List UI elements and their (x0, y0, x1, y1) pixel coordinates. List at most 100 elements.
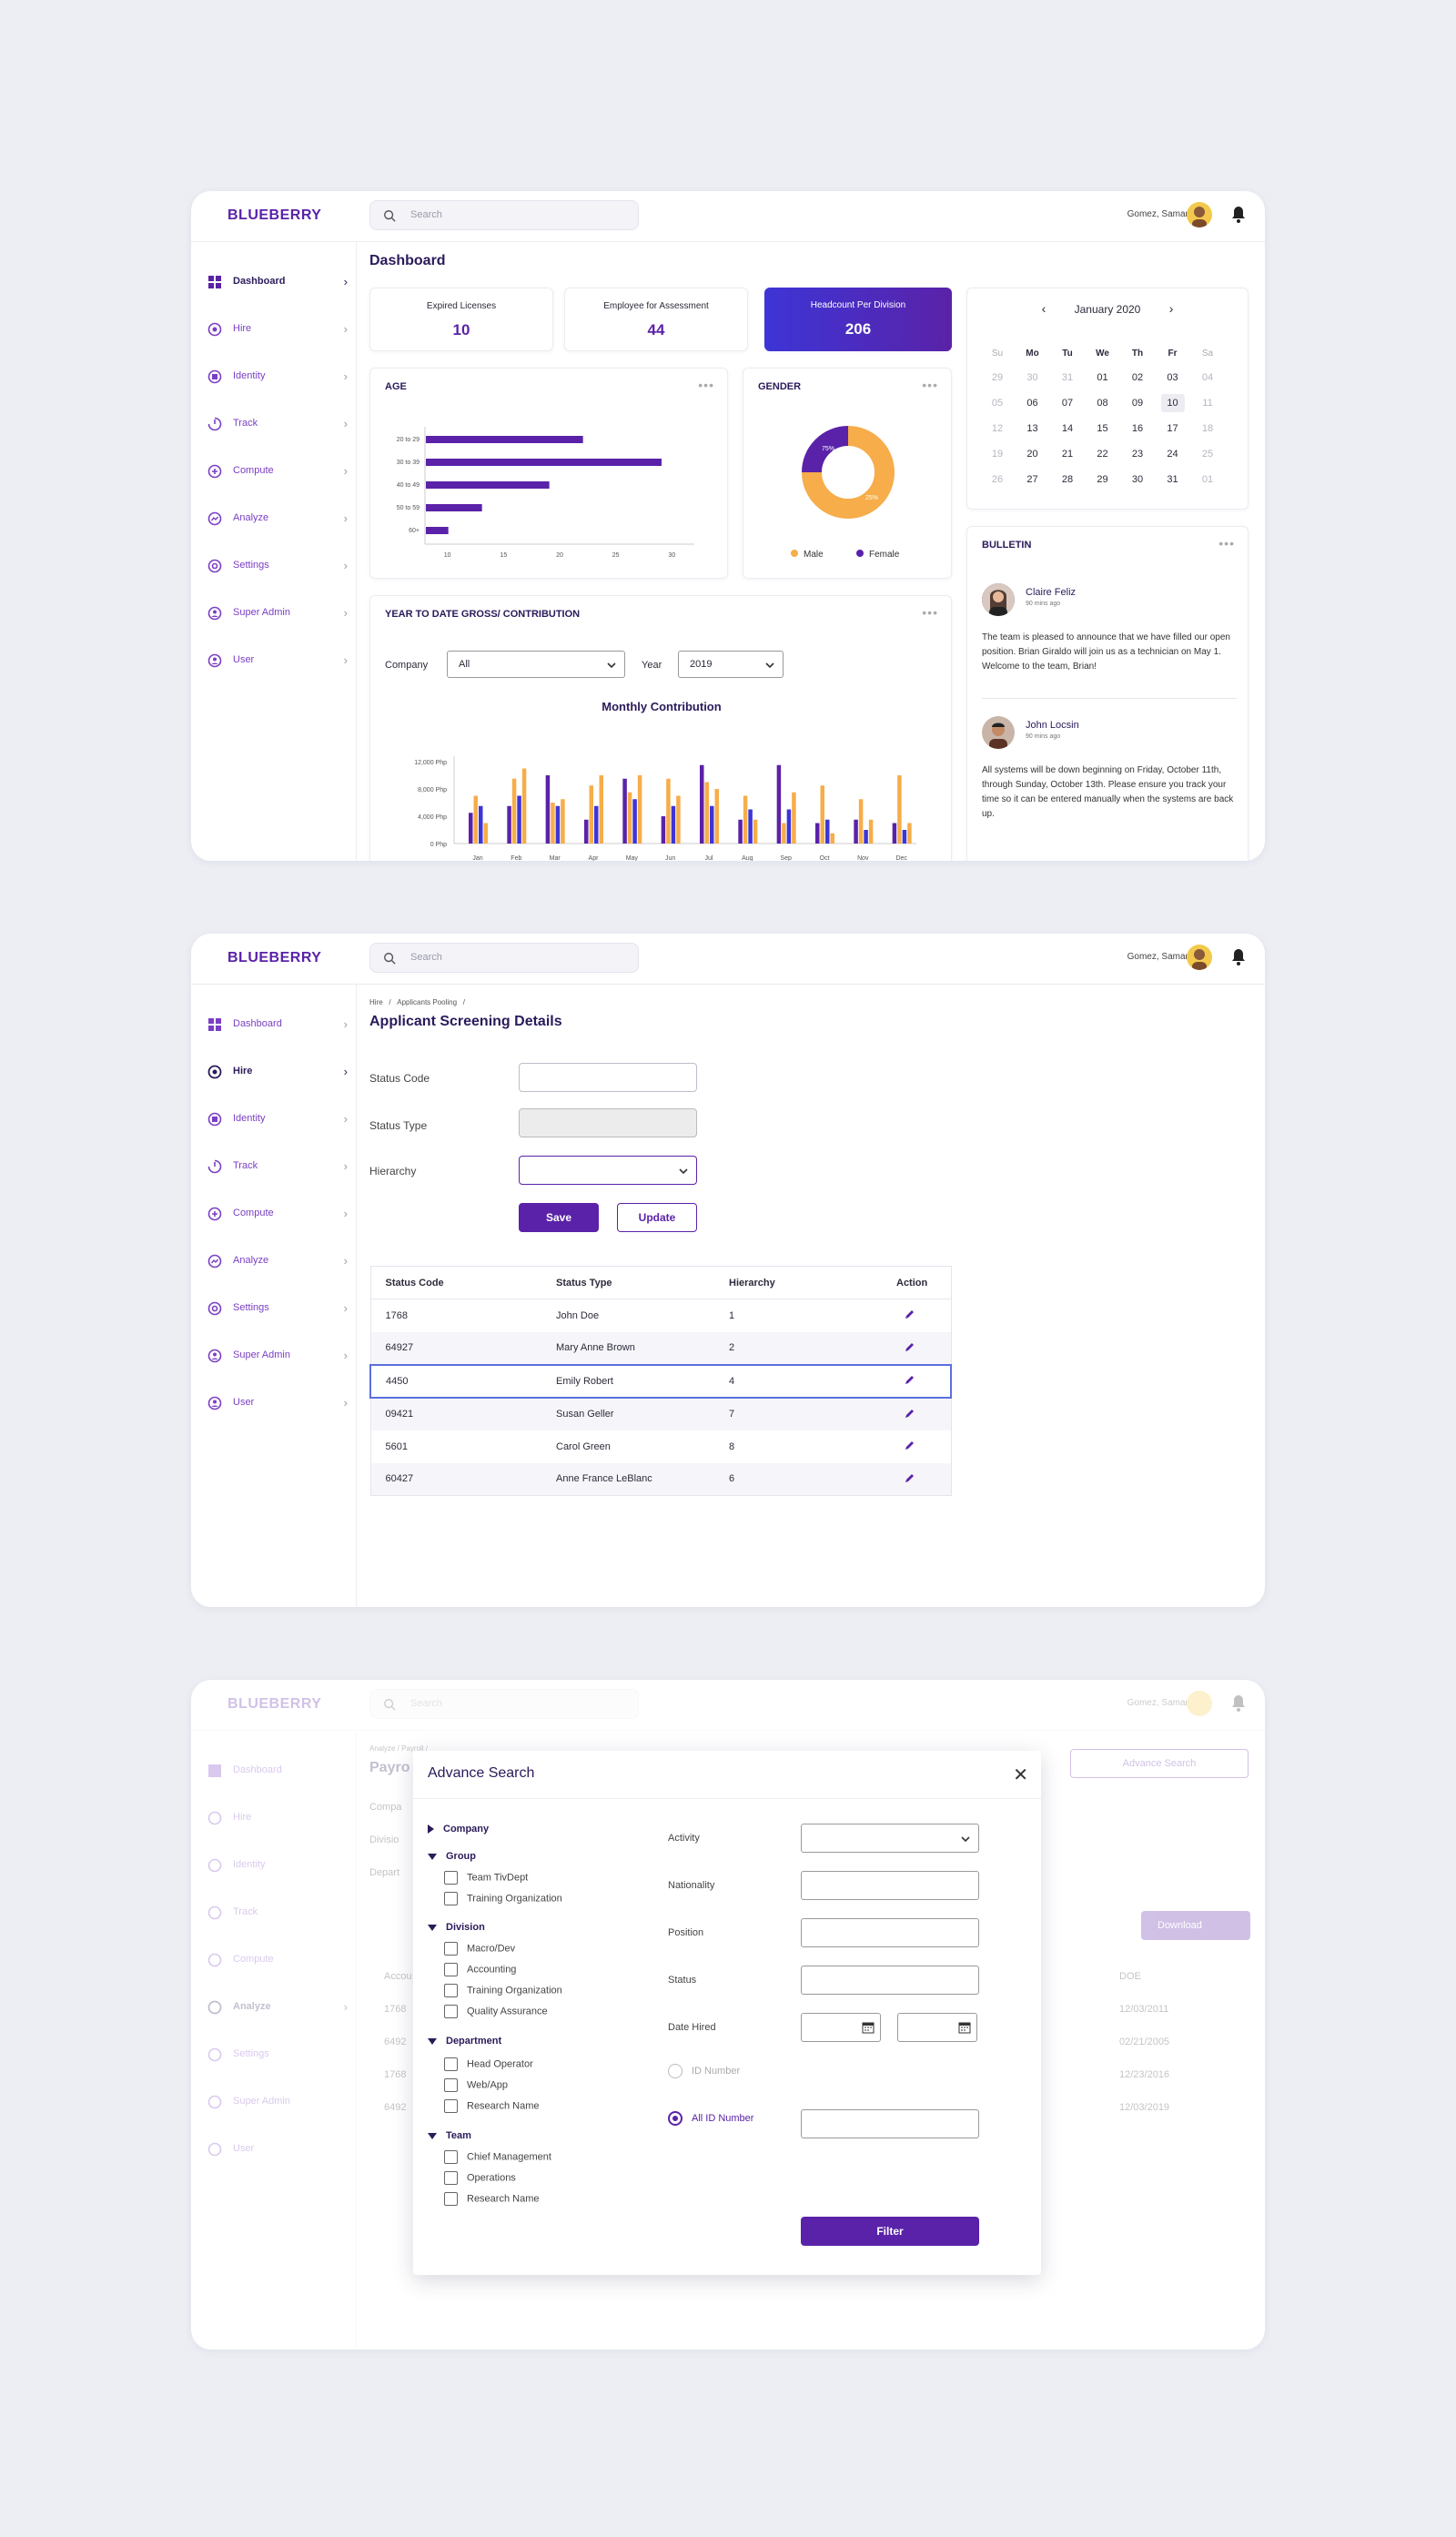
status-input[interactable] (801, 1966, 979, 1995)
breadcrumb-hire[interactable]: Hire (369, 998, 383, 1006)
checkbox[interactable] (444, 1963, 458, 1976)
filter-button[interactable]: Filter (801, 2217, 979, 2246)
company-select[interactable]: All (447, 651, 625, 678)
table-row[interactable]: 09421 Susan Geller 7 (370, 1397, 951, 1430)
checkbox-item[interactable]: Macro/Dev (444, 1942, 515, 1956)
sidebar-item-compute[interactable]: Compute › (207, 1205, 348, 1223)
tree-group[interactable]: Group (428, 1851, 476, 1862)
calendar-day[interactable]: 05 (991, 398, 1004, 409)
search-input[interactable]: Search (369, 200, 639, 230)
calendar-day[interactable]: 03 (1167, 372, 1178, 383)
calendar-icon[interactable] (862, 2021, 875, 2034)
calendar-day[interactable]: 09 (1131, 398, 1144, 409)
calendar-day[interactable]: 13 (1026, 423, 1038, 434)
calendar-day[interactable]: 02 (1131, 372, 1144, 383)
user-avatar[interactable] (1187, 202, 1212, 227)
calendar-day[interactable]: 14 (1061, 423, 1074, 434)
calendar-day[interactable]: 26 (991, 474, 1004, 485)
calendar-day[interactable]: 24 (1167, 449, 1178, 460)
table-row[interactable]: 4450 Emily Robert 4 (369, 1363, 952, 1399)
checkbox-item[interactable]: Research Name (444, 2099, 539, 2113)
calendar-day[interactable]: 31 (1167, 474, 1178, 485)
date-hired-from[interactable] (801, 2013, 881, 2042)
calendar-day[interactable]: 16 (1131, 423, 1144, 434)
user-avatar[interactable] (1187, 945, 1212, 970)
edit-icon[interactable] (904, 1308, 916, 1320)
checkbox[interactable] (444, 2005, 458, 2018)
sidebar-item-user[interactable]: User › (207, 1394, 348, 1412)
calendar-prev-icon[interactable]: ‹ (1041, 301, 1046, 316)
checkbox-item[interactable]: Research Name (444, 2192, 539, 2206)
calendar-day[interactable]: 01 (1097, 372, 1108, 383)
sidebar-item-dashboard[interactable]: Dashboard › (207, 1016, 348, 1034)
calendar-day[interactable]: 12 (991, 423, 1004, 434)
calendar-day[interactable]: 22 (1097, 449, 1108, 460)
calendar-day[interactable]: 21 (1061, 449, 1074, 460)
calendar-next-icon[interactable]: › (1168, 301, 1174, 316)
calendar-day[interactable]: 29 (1097, 474, 1108, 485)
radio-unchecked-icon[interactable] (668, 2064, 682, 2078)
column-header[interactable]: Action (882, 1266, 951, 1299)
calendar-day[interactable]: 18 (1201, 423, 1214, 434)
sidebar-item-super-admin[interactable]: Super Admin › (207, 604, 348, 622)
edit-icon[interactable] (904, 1407, 916, 1420)
activity-select[interactable] (801, 1824, 979, 1853)
edit-icon[interactable] (904, 1439, 916, 1451)
calendar-day[interactable]: 10 (1160, 394, 1185, 412)
sidebar-item-settings[interactable]: Settings › (207, 557, 348, 575)
checkbox-item[interactable]: Team TivDept (444, 1871, 528, 1885)
checkbox-item[interactable]: Accounting (444, 1963, 516, 1976)
nationality-input[interactable] (801, 1871, 979, 1900)
bell-icon[interactable] (1230, 206, 1247, 224)
checkbox[interactable] (444, 1984, 458, 1997)
save-button[interactable]: Save (519, 1203, 599, 1232)
tree-company[interactable]: Company (428, 1824, 489, 1835)
calendar-day[interactable]: 20 (1026, 449, 1038, 460)
radio-checked-icon[interactable] (668, 2111, 682, 2126)
sidebar-item-super-admin[interactable]: Super Admin › (207, 1347, 348, 1365)
calendar-day[interactable]: 31 (1061, 372, 1074, 383)
stat-headcount[interactable]: Headcount Per Division 206 (764, 288, 952, 351)
sidebar-item-hire[interactable]: Hire › (207, 320, 348, 339)
column-header[interactable]: Status Type (541, 1266, 714, 1299)
calendar-day[interactable]: 04 (1201, 372, 1214, 383)
edit-icon[interactable] (904, 1340, 916, 1353)
sidebar-item-identity[interactable]: Identity › (207, 1110, 348, 1128)
tree-department[interactable]: Department (428, 2036, 501, 2047)
checkbox[interactable] (444, 2078, 458, 2092)
breadcrumb-applicants[interactable]: Applicants Pooling (397, 998, 458, 1006)
stat-employee-assessment[interactable]: Employee for Assessment 44 (564, 288, 748, 351)
calendar-day[interactable]: 11 (1202, 398, 1213, 409)
checkbox-item[interactable]: Training Organization (444, 1984, 562, 1997)
table-row[interactable]: 64927 Mary Anne Brown 2 (370, 1331, 951, 1365)
calendar-day[interactable]: 28 (1061, 474, 1074, 485)
checkbox-item[interactable]: Quality Assurance (444, 2005, 548, 2018)
close-icon[interactable]: ✕ (1013, 1765, 1028, 1785)
checkbox-item[interactable]: Operations (444, 2171, 516, 2185)
year-select[interactable]: 2019 (678, 651, 784, 678)
user-name[interactable]: Gomez, Samantha (1127, 952, 1203, 962)
status-code-input[interactable] (519, 1063, 697, 1092)
checkbox-item[interactable]: Chief Management (444, 2150, 551, 2164)
checkbox[interactable] (444, 2099, 458, 2113)
all-id-number-radio[interactable]: All ID Number (668, 2111, 753, 2126)
checkbox-item[interactable]: Web/App (444, 2078, 508, 2092)
user-name[interactable]: Gomez, Samantha (1127, 209, 1203, 219)
sidebar-item-identity[interactable]: Identity › (207, 368, 348, 386)
checkbox-item[interactable]: Training Organization (444, 1892, 562, 1905)
checkbox[interactable] (444, 2171, 458, 2185)
calendar-day[interactable]: 23 (1131, 449, 1144, 460)
sidebar-item-dashboard[interactable]: Dashboard › (207, 273, 348, 291)
checkbox[interactable] (444, 1871, 458, 1885)
checkbox[interactable] (444, 1942, 458, 1956)
sidebar-item-track[interactable]: Track › (207, 415, 348, 433)
calendar-day[interactable]: 25 (1201, 449, 1214, 460)
tree-division[interactable]: Division (428, 1922, 485, 1933)
sidebar-item-user[interactable]: User › (207, 652, 348, 670)
calendar-day[interactable]: 06 (1026, 398, 1038, 409)
checkbox[interactable] (444, 2192, 458, 2206)
sidebar-item-analyze[interactable]: Analyze › (207, 510, 348, 528)
sidebar-item-track[interactable]: Track › (207, 1157, 348, 1176)
id-number-radio[interactable]: ID Number (668, 2064, 740, 2078)
more-icon[interactable]: ••• (922, 378, 938, 392)
